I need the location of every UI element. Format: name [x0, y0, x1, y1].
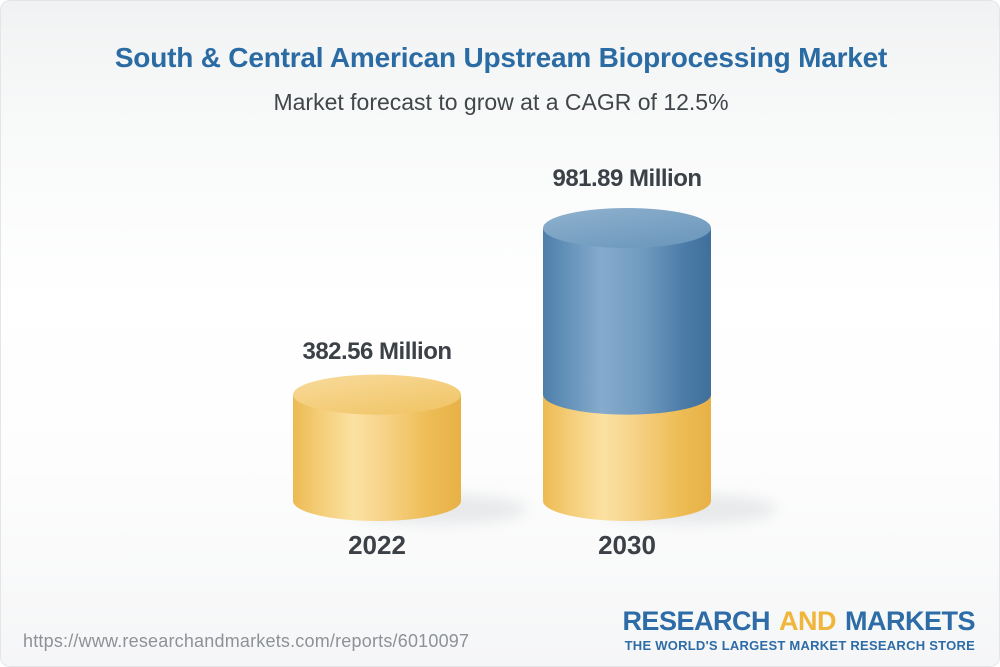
- bar-category-label-2030: 2030: [598, 530, 656, 560]
- page-subtitle: Market forecast to grow at a CAGR of 12.…: [273, 89, 729, 115]
- cylinder-2030-base-segment: [543, 394, 711, 521]
- logo-word-and: AND: [778, 606, 837, 636]
- cylinder-2030-growth-segment: [543, 228, 711, 415]
- logo-word-research: RESEARCH: [622, 606, 770, 636]
- logo-wordmark: RESEARCH AND MARKETS: [622, 606, 975, 637]
- bar-value-label-2022: 382.56 Million: [302, 338, 452, 365]
- source-url: https://www.researchandmarkets.com/repor…: [23, 631, 470, 651]
- research-and-markets-logo: RESEARCH AND MARKETS THE WORLD'S LARGEST…: [622, 606, 975, 653]
- cylinder-2030-cap: [543, 208, 711, 248]
- logo-word-markets: MARKETS: [845, 606, 976, 636]
- bar-value-label-2030: 981.89 Million: [552, 165, 702, 192]
- page-title: South & Central American Upstream Biopro…: [114, 42, 888, 73]
- cylinder-2022-cap: [293, 374, 461, 415]
- logo-tagline: THE WORLD'S LARGEST MARKET RESEARCH STOR…: [624, 638, 975, 653]
- cylinder-bar-chart: [293, 208, 777, 524]
- cylinder-2022-body: [293, 394, 461, 521]
- bar-category-label-2022: 2022: [348, 530, 406, 560]
